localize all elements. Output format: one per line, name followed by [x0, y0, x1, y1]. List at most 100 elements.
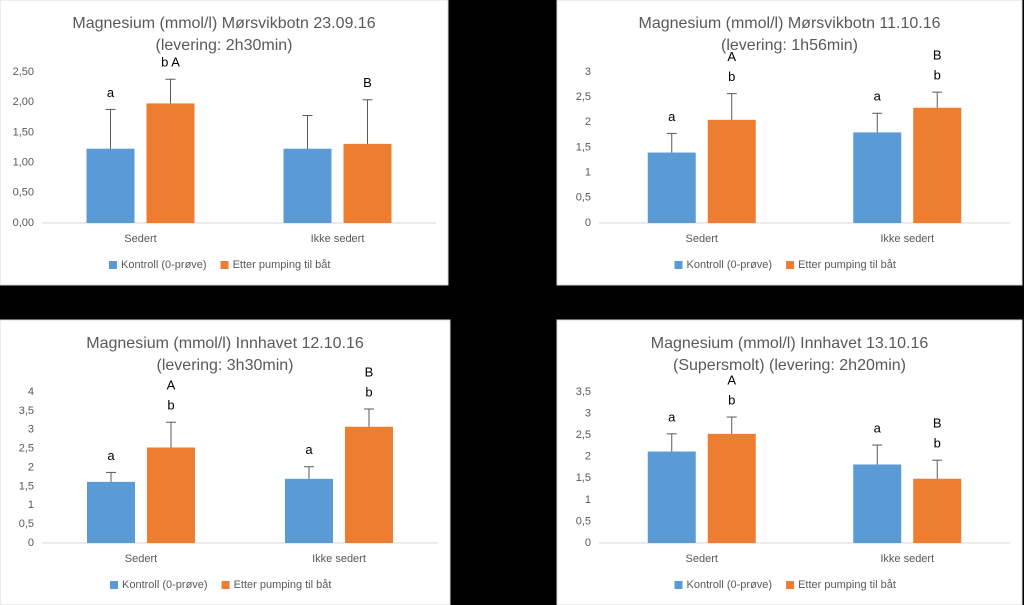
legend-label: Etter pumping til båt	[798, 579, 896, 591]
y-tick-label: 3,5	[576, 386, 591, 398]
legend-label: Etter pumping til båt	[234, 579, 332, 591]
y-tick-label: 0,00	[13, 217, 34, 229]
legend-label: Etter pumping til båt	[798, 259, 896, 271]
bar	[345, 426, 393, 543]
significance-letter: a	[668, 109, 676, 124]
panel-background	[556, 319, 1023, 605]
significance-letter: b	[728, 69, 735, 84]
chart-panel: Magnesium (mmol/l) Mørsvikbotn 11.10.16 (…	[556, 0, 1023, 286]
y-tick-label: 1,5	[576, 472, 591, 484]
significance-letter: b	[934, 68, 941, 83]
significance-letter: b	[728, 392, 735, 407]
significance-letter: B	[933, 48, 942, 63]
significance-letter: B	[363, 75, 372, 90]
bar	[853, 132, 902, 223]
y-tick-label: 2,50	[13, 66, 34, 78]
y-tick-label: 0,5	[576, 192, 591, 204]
legend-swatch	[221, 581, 230, 589]
y-tick-label: 0	[585, 217, 591, 229]
legend-swatch	[109, 261, 117, 269]
legend-swatch	[220, 261, 229, 269]
y-tick-label: 2	[28, 461, 34, 473]
chart-panel: Magnesium (mmol/l) Innhavet 12.10.16 (lev…	[0, 319, 451, 605]
chart-panel: Magnesium (mmol/l) Innhavet 13.10.16 (Sup…	[556, 319, 1023, 605]
bar	[285, 478, 333, 543]
significance-letter: B	[933, 416, 942, 431]
bar	[86, 148, 135, 223]
y-tick-label: 1,50	[13, 126, 34, 138]
significance-letter: A	[167, 378, 176, 393]
legend-swatch	[110, 581, 118, 589]
bar	[913, 107, 962, 223]
error-bar	[872, 112, 883, 133]
error-bar	[106, 471, 116, 482]
chart-title: Magnesium (mmol/l) Innhavet 13.10.16	[651, 335, 929, 352]
bar	[87, 481, 135, 543]
significance-letter: b	[934, 436, 941, 451]
x-tick-label: Ikke sedert	[880, 233, 934, 245]
y-tick-label: 3,5	[19, 405, 34, 417]
panel-background	[0, 0, 449, 286]
y-tick-label: 2	[585, 451, 591, 463]
y-tick-label: 0	[28, 537, 34, 549]
y-tick-label: 2,5	[19, 443, 34, 455]
chart-subtitle: (levering: 2h30min)	[156, 37, 293, 54]
error-bar	[166, 421, 176, 448]
error-bar	[304, 466, 314, 479]
bar	[146, 103, 195, 223]
y-tick-label: 0	[585, 537, 591, 549]
error-bar	[105, 108, 116, 149]
error-bar	[364, 408, 374, 427]
y-tick-label: 1	[28, 499, 34, 511]
legend-swatch	[674, 581, 683, 589]
bar	[913, 478, 962, 543]
error-bar	[666, 433, 677, 452]
chart-panel: Magnesium (mmol/l) Mørsvikbotn 23.09.16 (…	[0, 0, 449, 286]
legend-label: Kontroll (0-prøve)	[687, 579, 773, 591]
significance-letter: a	[107, 448, 115, 463]
y-tick-label: 1,5	[576, 141, 591, 153]
y-tick-label: 3	[585, 66, 591, 78]
bar	[147, 447, 195, 543]
x-tick-label: Sedert	[686, 553, 718, 565]
y-tick-label: 0,5	[576, 515, 591, 527]
y-tick-label: 2,5	[576, 91, 591, 103]
legend-swatch	[786, 261, 795, 269]
bar	[647, 451, 696, 543]
significance-letter: A	[727, 49, 736, 64]
chart-subtitle: (levering: 1h56min)	[721, 37, 858, 54]
legend-label: Etter pumping til båt	[233, 259, 331, 271]
significance-letter: a	[107, 85, 115, 100]
error-bar	[932, 91, 943, 108]
chart-subtitle: (levering: 3h30min)	[157, 357, 294, 374]
significance-letter: B	[365, 364, 374, 379]
x-tick-label: Ikke sedert	[311, 233, 365, 245]
y-tick-label: 0,5	[19, 518, 34, 530]
error-bar	[165, 78, 176, 104]
y-tick-label: 2	[585, 116, 591, 128]
error-bar	[302, 114, 313, 149]
chart-title: Magnesium (mmol/l) Mørsvikbotn 11.10.16	[638, 15, 940, 32]
legend-swatch	[786, 581, 795, 589]
significance-letter: b	[167, 398, 174, 413]
legend-swatch	[674, 261, 683, 269]
significance-letter: A	[727, 372, 736, 387]
error-bar	[362, 99, 373, 144]
chart-subtitle: (Supersmolt) (levering: 2h20min)	[673, 357, 906, 374]
error-bar	[666, 132, 677, 153]
x-tick-label: Sedert	[686, 233, 718, 245]
bar	[647, 152, 696, 223]
significance-letter: a	[305, 442, 313, 457]
significance-letter: a	[874, 89, 882, 104]
x-tick-label: Ikke sedert	[312, 553, 366, 565]
significance-letter: b	[365, 384, 372, 399]
y-tick-label: 1,5	[19, 480, 34, 492]
error-bar	[932, 459, 943, 479]
y-tick-label: 3	[28, 424, 34, 436]
error-bar	[726, 416, 737, 434]
y-tick-label: 1	[585, 167, 591, 179]
y-tick-label: 0,50	[13, 187, 34, 199]
bar	[707, 433, 756, 543]
